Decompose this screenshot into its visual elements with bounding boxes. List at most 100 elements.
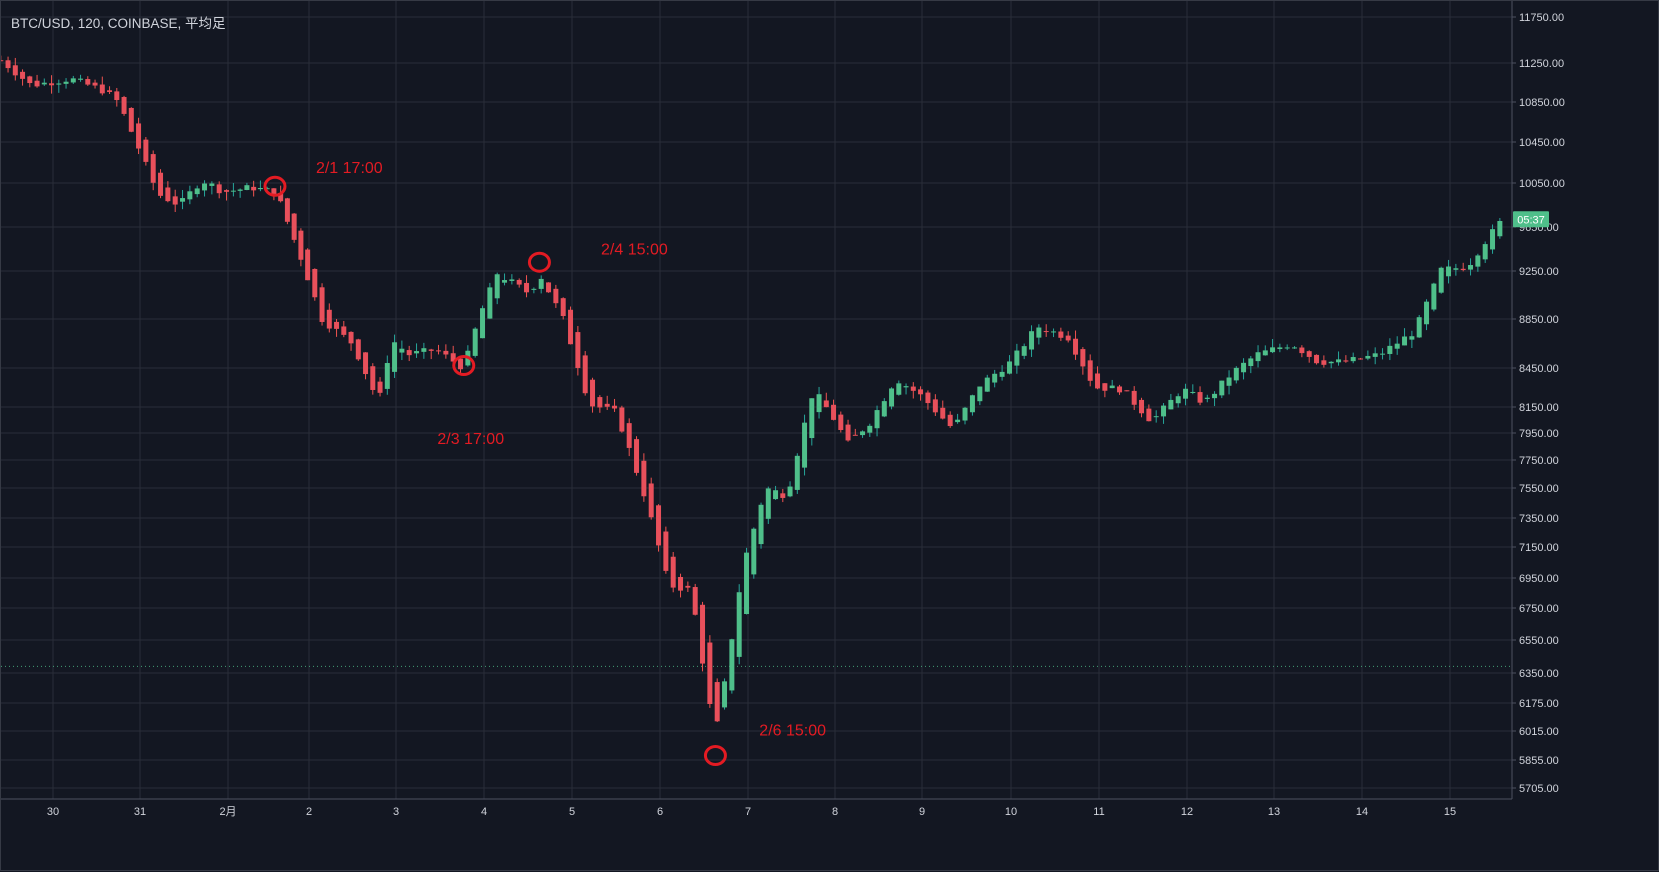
candle-body — [165, 187, 171, 202]
candle-body — [1350, 357, 1356, 362]
candle-body — [1255, 352, 1261, 362]
price-tick-label: 7950.00 — [1519, 428, 1559, 440]
candle-body — [955, 419, 961, 423]
candle-body — [1460, 268, 1466, 271]
candle-body — [458, 358, 464, 370]
candle-body — [838, 414, 844, 430]
price-tick-label: 7350.00 — [1519, 513, 1559, 525]
price-tick-label: 9250.00 — [1519, 266, 1559, 278]
candle-body — [787, 486, 793, 497]
candle-body — [1036, 327, 1042, 338]
candle-body — [751, 528, 757, 575]
candle-body — [910, 386, 916, 391]
candle-body — [918, 389, 924, 395]
annotation-label: 2/3 17:00 — [437, 431, 504, 448]
candle-body — [158, 172, 164, 196]
candle-body — [641, 460, 647, 497]
candle-body — [1087, 360, 1093, 381]
time-tick-label: 6 — [657, 806, 663, 818]
candle-body — [1014, 350, 1020, 366]
candle-body — [1438, 267, 1444, 293]
candle-body — [1306, 351, 1312, 357]
candle-body — [1212, 393, 1218, 399]
candle-body — [597, 397, 603, 408]
candle-body — [1380, 353, 1386, 355]
candle-body — [736, 592, 742, 657]
candle-body — [1358, 358, 1364, 360]
candles — [1, 55, 1503, 723]
candle-body — [1124, 390, 1130, 392]
candle-body — [867, 425, 873, 433]
candle-body — [216, 184, 222, 194]
candle-body — [1080, 349, 1086, 367]
candle-body — [707, 642, 713, 705]
candle-body — [932, 399, 938, 413]
candle-body — [136, 123, 142, 149]
candle-body — [34, 80, 40, 87]
candle-body — [874, 410, 880, 429]
candle-body — [1446, 266, 1452, 277]
candle-body — [1043, 331, 1049, 333]
current-price-badge-text: 05:37 — [1517, 214, 1545, 226]
candle-body — [230, 190, 236, 192]
candle-body — [237, 189, 243, 191]
candle-body — [20, 71, 26, 79]
candle-body — [612, 405, 618, 409]
candle-body — [436, 350, 442, 352]
candle-body — [999, 371, 1005, 377]
candle-body — [1233, 367, 1239, 381]
price-tick-label: 6950.00 — [1519, 573, 1559, 585]
candle-body — [487, 287, 493, 319]
candle-body — [494, 274, 500, 299]
candle-body — [1372, 353, 1378, 357]
candle-body — [99, 84, 105, 94]
candle-body — [264, 188, 270, 190]
candle-body — [1226, 377, 1232, 386]
candle-body — [1299, 347, 1305, 354]
candle-body — [1146, 408, 1152, 422]
candle-body — [1073, 338, 1079, 355]
candle-body — [524, 282, 530, 293]
candle-body — [1175, 396, 1181, 404]
candle-body — [121, 97, 127, 114]
time-tick-label: 11 — [1093, 806, 1104, 818]
price-tick-label: 8150.00 — [1519, 402, 1559, 414]
time-tick-label: 15 — [1444, 806, 1456, 818]
candle-body — [1168, 399, 1174, 410]
candle-body — [692, 587, 698, 615]
candle-body — [502, 280, 508, 283]
candle-body — [334, 321, 340, 329]
time-tick-label: 30 — [47, 806, 59, 818]
candle-body — [1058, 331, 1064, 338]
candle-body — [78, 78, 84, 80]
candle-body — [729, 639, 735, 691]
candle-body — [1139, 399, 1145, 414]
candle-body — [1270, 347, 1276, 353]
candle-body — [1402, 336, 1408, 346]
candle-body — [546, 282, 552, 293]
candle-body — [1, 60, 4, 62]
candle-body — [845, 424, 851, 441]
price-tick-label: 10050.00 — [1519, 178, 1565, 190]
candle-body — [1424, 301, 1430, 325]
candle-body — [1153, 416, 1159, 418]
candle-body — [41, 82, 47, 85]
candle-body — [1109, 385, 1115, 389]
candle-body — [889, 388, 895, 407]
candle-body — [172, 196, 178, 205]
candle-body — [903, 386, 909, 388]
price-tick-label: 8450.00 — [1519, 363, 1559, 375]
candle-body — [1343, 360, 1349, 362]
candle-body — [794, 455, 800, 490]
candle-body — [143, 139, 149, 162]
candle-body — [406, 350, 412, 356]
candle-body — [538, 278, 544, 289]
candle-body — [348, 331, 354, 344]
candle-body — [414, 351, 420, 354]
candle-body — [1394, 343, 1400, 349]
candle-body — [831, 404, 837, 420]
time-tick-label: 2月 — [219, 806, 236, 818]
candle-body — [1065, 335, 1071, 341]
candle-body — [1190, 391, 1196, 393]
